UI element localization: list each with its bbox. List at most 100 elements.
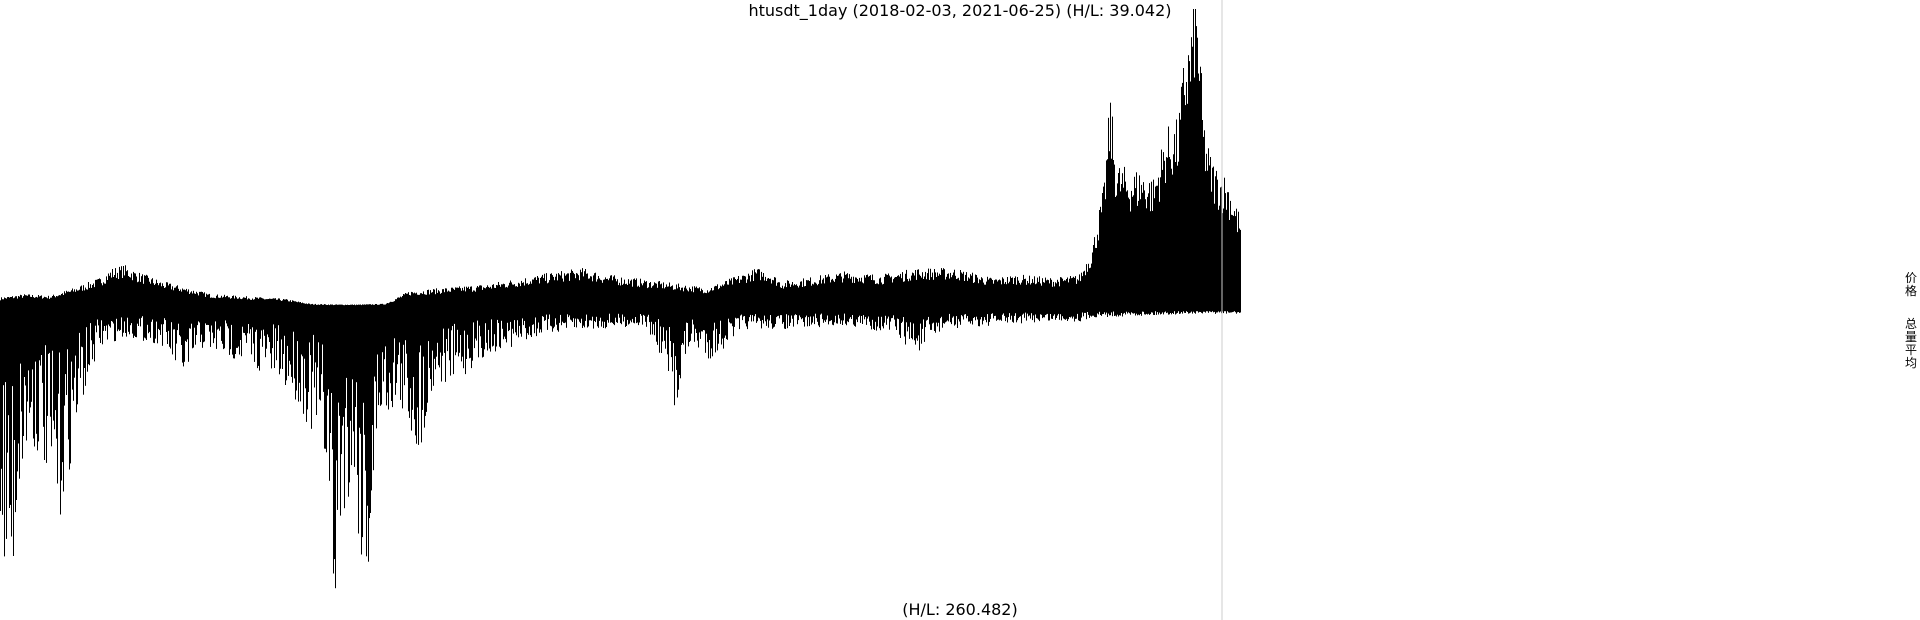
price-bar [330,304,331,307]
volume-bar [1197,310,1198,312]
price-bar [823,278,824,307]
price-bar [1017,277,1018,307]
volume-bar [725,310,726,336]
volume-bar [509,310,510,331]
price-bar [557,280,558,307]
volume-bar [1236,310,1237,314]
volume-bar [841,310,842,321]
price-bar [73,291,74,307]
price-bar [491,288,492,307]
volume-bar [211,310,212,326]
price-bar [668,286,669,307]
volume-bar [866,310,867,325]
volume-bar [542,310,543,317]
volume-bar [948,310,949,322]
volume-bar [997,310,998,320]
volume-bar [141,310,142,318]
price-bar [1233,215,1234,307]
volume-bar [902,310,903,322]
price-bar [1215,176,1216,307]
volume-bar [914,310,915,341]
volume-bar [498,310,499,323]
volume-bar [998,310,999,320]
volume-bar [597,310,598,327]
price-bar [431,292,432,307]
volume-bar [1086,310,1087,320]
price-bar [346,305,347,307]
volume-bar [923,310,924,320]
price-bar [495,288,496,307]
price-bar [505,287,506,307]
price-bar [229,297,230,307]
volume-bar [407,310,408,378]
volume-bar [752,310,753,316]
price-bar [830,282,831,307]
price-bar [173,290,174,307]
price-bar [1209,165,1210,307]
price-bar [24,294,25,307]
price-bar [56,296,57,307]
volume-bar [1134,310,1135,314]
volume-bar [1062,310,1063,317]
volume-bar [1195,310,1196,314]
volume-bar [385,310,386,347]
volume-bar [1007,310,1008,323]
price-bar [828,274,829,307]
price-bar [119,266,120,307]
volume-bar [501,310,502,321]
volume-bar [208,310,209,325]
volume-bar [792,310,793,319]
volume-bar [1041,310,1042,315]
volume-bar [795,310,796,315]
price-bar [1090,267,1091,307]
volume-bar [1181,310,1182,312]
volume-bar [957,310,958,328]
volume-bar [1230,310,1231,313]
price-bar [1185,105,1186,307]
volume-bar [164,310,165,319]
price-bar [309,303,310,307]
price-bar [944,269,945,307]
price-bar [302,302,303,307]
volume-bar [350,310,351,421]
price-bar [761,271,762,307]
price-bar [937,272,938,307]
volume-bar [635,310,636,317]
volume-bar [348,310,349,497]
price-bar [466,286,467,307]
price-bar [511,282,512,307]
volume-bar [522,310,523,319]
price-bar [1024,279,1025,307]
volume-bar [460,310,461,335]
price-bar [515,286,516,307]
price-bar [85,287,86,307]
volume-bar [602,310,603,322]
price-bar [632,286,633,307]
volume-bar [122,310,123,337]
volume-bar [399,310,400,343]
volume-bar [953,310,954,317]
volume-bar [525,310,526,329]
price-bar [483,287,484,307]
volume-bar [1227,310,1228,312]
price-bar [853,276,854,307]
volume-bar [27,310,28,402]
volume-bar [670,310,671,341]
volume-bar [960,310,961,325]
volume-bar [870,310,871,326]
price-bar [783,288,784,307]
volume-bar [372,310,373,425]
price-bar [894,277,895,307]
volume-bar [850,310,851,318]
price-bar [376,304,377,307]
volume-bar [981,310,982,317]
volume-bar [162,310,163,346]
volume-bar [546,310,547,315]
price-bar [533,279,534,307]
volume-bar [714,310,715,323]
volume-bar [592,310,593,317]
volume-bar [521,310,522,337]
volume-bar [138,310,139,326]
price-bar [290,300,291,307]
price-bar [363,304,364,307]
